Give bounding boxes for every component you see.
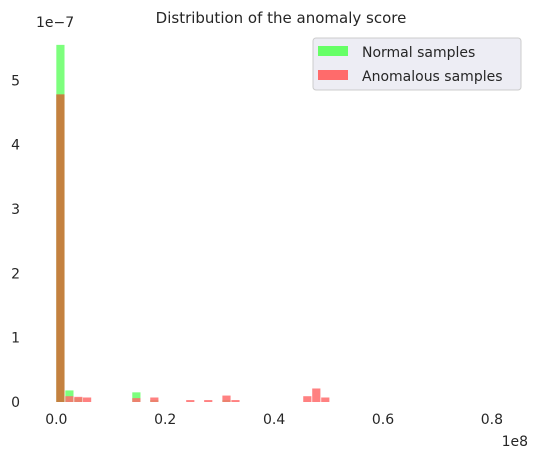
x-tick-label: 0.4 bbox=[263, 412, 285, 428]
y-offset-label: 1e−7 bbox=[36, 15, 74, 31]
chart-title: Distribution of the anomaly score bbox=[156, 9, 407, 27]
x-tick-label: 0.0 bbox=[45, 412, 67, 428]
y-axis: 0 1 2 3 4 5 bbox=[11, 73, 20, 411]
histogram-bar bbox=[74, 396, 83, 402]
y-tick-label: 0 bbox=[11, 395, 20, 411]
histogram-bar bbox=[186, 400, 195, 402]
legend-label-anomalous: Anomalous samples bbox=[362, 69, 503, 85]
legend-box bbox=[312, 37, 522, 91]
x-tick-label: 0.6 bbox=[372, 412, 394, 428]
histogram-bar bbox=[83, 397, 92, 402]
histogram-bar bbox=[222, 395, 231, 402]
plot-area bbox=[56, 44, 330, 402]
histogram-bar bbox=[231, 400, 240, 402]
x-tick-label: 0.8 bbox=[481, 412, 503, 428]
y-tick-label: 4 bbox=[11, 138, 20, 154]
x-axis: 0.0 0.2 0.4 0.6 0.8 bbox=[45, 412, 503, 428]
y-tick-label: 1 bbox=[11, 331, 20, 347]
y-tick-label: 3 bbox=[11, 202, 20, 218]
histogram-bar bbox=[132, 392, 141, 402]
histogram-bar bbox=[204, 400, 213, 402]
series-normal bbox=[56, 44, 231, 402]
legend-swatch-normal bbox=[318, 46, 348, 56]
histogram-bar bbox=[65, 396, 74, 402]
y-tick-label: 2 bbox=[11, 266, 20, 282]
histogram-bar bbox=[150, 397, 159, 402]
y-tick-label: 5 bbox=[11, 73, 20, 89]
legend-swatch-anomalous bbox=[318, 70, 348, 80]
x-tick-label: 0.2 bbox=[154, 412, 176, 428]
histogram-bar bbox=[65, 390, 74, 402]
histogram-bar-overlap bbox=[56, 94, 65, 402]
histogram-bar bbox=[321, 397, 330, 402]
histogram-bar bbox=[132, 398, 141, 402]
legend-label-normal: Normal samples bbox=[362, 45, 475, 61]
legend: Normal samples Anomalous samples bbox=[312, 37, 522, 91]
histogram-bar bbox=[303, 396, 312, 402]
series-anomalous bbox=[56, 94, 330, 402]
x-offset-label: 1e8 bbox=[502, 434, 528, 450]
histogram-bar bbox=[312, 388, 321, 402]
